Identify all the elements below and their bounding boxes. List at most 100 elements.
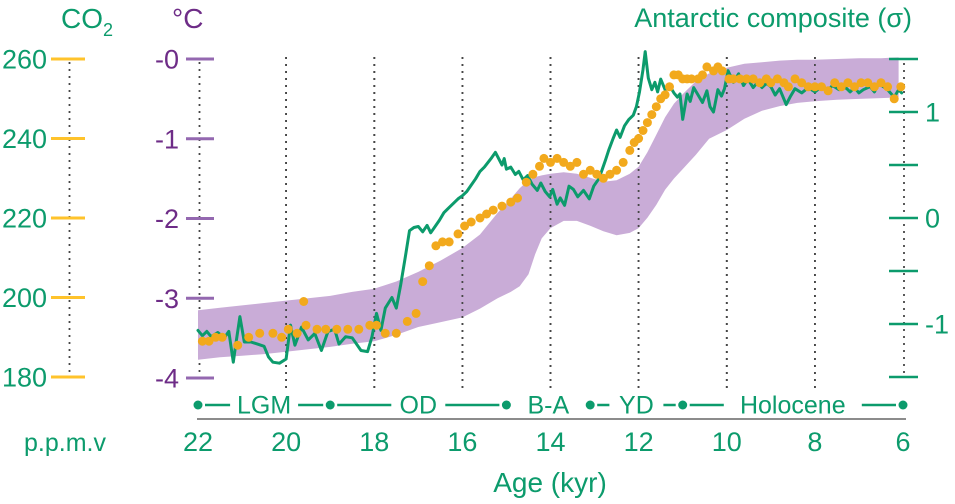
co2-data-point	[687, 74, 696, 84]
co2-data-point	[217, 332, 227, 342]
co2-data-point	[506, 197, 516, 207]
co2-data-point	[850, 82, 859, 92]
co2-tick-label-220: 220	[2, 204, 47, 234]
co2-data-point	[863, 78, 873, 88]
co2-data-point	[742, 74, 752, 84]
co2-axis-title-text: CO	[61, 3, 103, 34]
co2-tick-label-200: 200	[2, 283, 47, 313]
co2-data-point	[488, 205, 498, 215]
co2-data-point	[665, 82, 674, 92]
co2-subscript: 2	[103, 20, 114, 40]
co2-data-point	[579, 169, 588, 179]
co2-data-point	[883, 82, 893, 92]
temp-tick-label-0: -0	[155, 45, 179, 75]
co2-data-point	[438, 237, 447, 247]
sigma-tick-label-1: 1	[925, 98, 940, 128]
co2-data-point	[411, 308, 421, 318]
co2-data-point	[660, 90, 670, 100]
co2-data-point	[803, 82, 813, 92]
co2-data-point	[889, 94, 899, 104]
co2-tick-label-260: 260	[2, 45, 47, 75]
epoch-boundary-dot-1	[325, 400, 335, 410]
temp-tick-label-2: -2	[155, 204, 179, 234]
sigma-tick-label-0: 0	[925, 204, 940, 234]
co2-data-point	[204, 336, 214, 346]
x-axis-title: Age (kyr)	[493, 467, 607, 498]
co2-data-point	[431, 241, 441, 251]
co2-data-point	[572, 157, 582, 167]
co2-data-point	[766, 78, 776, 88]
co2-data-point	[625, 145, 635, 155]
co2-data-point	[817, 82, 826, 92]
co2-data-point	[354, 324, 364, 334]
co2-data-point	[211, 332, 221, 342]
epoch-label-YD: YD	[619, 392, 654, 420]
co2-data-point	[565, 161, 575, 171]
co2-data-point	[797, 78, 807, 88]
co2-data-point	[332, 324, 342, 334]
co2-units-label: p.p.m.v	[24, 429, 106, 457]
co2-data-point	[810, 82, 820, 92]
co2-data-point	[283, 324, 293, 334]
co2-data-point	[869, 82, 879, 92]
co2-data-point	[255, 328, 265, 338]
co2-data-point	[244, 332, 254, 342]
co2-tick-label-180: 180	[2, 363, 47, 393]
co2-data-point	[444, 237, 454, 247]
x-tick-label-12: 12	[624, 427, 654, 457]
x-tick-label-16: 16	[447, 427, 477, 457]
co2-data-point	[453, 229, 463, 239]
co2-data-point	[876, 78, 886, 88]
co2-data-point	[592, 169, 602, 179]
co2-data-point	[391, 328, 401, 338]
co2-data-point	[605, 169, 615, 179]
co2-tick-label-240: 240	[2, 124, 47, 154]
co2-data-point	[638, 126, 648, 135]
epoch-label-B-A: B-A	[527, 392, 569, 420]
co2-data-point	[634, 134, 644, 143]
x-tick-label-14: 14	[535, 427, 565, 457]
x-tick-label-20: 20	[271, 427, 301, 457]
co2-data-point	[735, 74, 745, 84]
co2-data-point	[521, 177, 531, 187]
co2-data-point	[513, 193, 522, 203]
co2-data-point	[233, 340, 243, 350]
x-tick-label-10: 10	[712, 427, 742, 457]
x-tick-label-6: 6	[895, 427, 910, 457]
co2-data-point	[299, 297, 309, 306]
co2-data-point	[312, 324, 322, 334]
co2-data-point	[372, 320, 381, 330]
x-tick-label-18: 18	[359, 427, 389, 457]
co2-data-point	[598, 173, 608, 183]
co2-data-point	[539, 153, 549, 163]
co2-data-point	[380, 328, 390, 338]
co2-data-point	[618, 157, 628, 167]
co2-data-point	[836, 82, 846, 92]
co2-data-point	[790, 74, 800, 84]
co2-data-point	[301, 320, 311, 330]
co2-data-point	[830, 78, 840, 88]
co2-data-point	[292, 328, 302, 338]
co2-data-point	[466, 217, 476, 227]
co2-axis-title: CO2	[61, 3, 113, 41]
co2-data-point	[402, 316, 412, 326]
temperature-uncertainty-band	[198, 57, 899, 360]
co2-data-point	[585, 165, 595, 175]
co2-data-point	[755, 78, 765, 88]
co2-data-point	[528, 169, 538, 179]
temperature-axis-title: °C	[172, 3, 204, 34]
co2-data-point	[552, 153, 562, 163]
co2-data-point	[497, 201, 507, 211]
sigma-tick-label--1: -1	[925, 310, 949, 340]
epoch-label-Holocene: Holocene	[740, 392, 846, 420]
co2-data-point	[647, 110, 657, 120]
x-tick-label-8: 8	[807, 427, 822, 457]
co2-data-point	[702, 62, 712, 72]
co2-data-point	[546, 157, 555, 167]
co2-data-point	[418, 277, 428, 287]
co2-data-point	[698, 70, 707, 80]
co2-data-point	[277, 332, 287, 342]
co2-data-point	[823, 86, 833, 96]
